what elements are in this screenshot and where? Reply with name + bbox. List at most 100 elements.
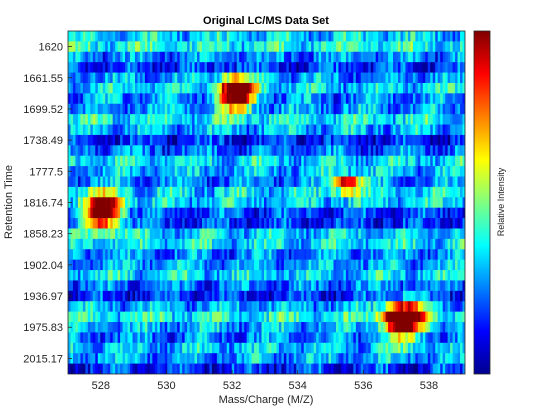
heatmap-cell (75, 124, 79, 136)
heatmap-cell (204, 114, 208, 126)
heatmap-cell (368, 166, 372, 178)
heatmap-cell (80, 114, 84, 126)
heatmap-cell (395, 186, 399, 198)
heatmap-cell (412, 342, 416, 354)
heatmap-cell (137, 31, 141, 42)
heatmap-cell (206, 82, 211, 94)
heatmap-cell (415, 62, 419, 74)
heatmap-cell (241, 290, 245, 302)
heatmap-cell (407, 290, 412, 302)
heatmap-cell (162, 228, 166, 240)
heatmap-cell (442, 93, 446, 105)
heatmap-cell (239, 332, 243, 344)
heatmap-cell (303, 114, 307, 126)
heatmap-cell (115, 249, 119, 261)
heatmap-cell (321, 41, 325, 53)
heatmap-cell (149, 290, 153, 302)
heatmap-cell (90, 207, 94, 219)
heatmap-cell (316, 270, 320, 282)
heatmap-cell (95, 114, 99, 126)
heatmap-cell (211, 259, 215, 271)
heatmap-cell (343, 51, 347, 63)
heatmap-cell (174, 82, 178, 94)
heatmap-cell (353, 145, 357, 157)
heatmap-cell (80, 290, 84, 302)
heatmap-cell (417, 311, 421, 323)
heatmap-cell (201, 82, 206, 94)
heatmap-cell (318, 218, 322, 230)
heatmap-cell (460, 249, 464, 261)
heatmap-cell (249, 322, 253, 334)
heatmap-cell (370, 218, 374, 230)
heatmap-cell (139, 197, 144, 209)
heatmap-cell (298, 270, 302, 282)
heatmap-cell (316, 322, 320, 334)
heatmap-cell (152, 218, 156, 230)
heatmap-cell (134, 72, 139, 84)
heatmap-cell (206, 166, 211, 178)
heatmap-cell (134, 259, 139, 271)
heatmap-cell (105, 218, 109, 230)
heatmap-cell (117, 322, 121, 334)
heatmap-cell (358, 207, 362, 219)
heatmap-cell (266, 155, 270, 167)
heatmap-cell (209, 207, 213, 219)
heatmap-cell (219, 145, 223, 157)
heatmap-cell (127, 72, 131, 84)
heatmap-cell (249, 249, 253, 261)
heatmap-cell (197, 280, 201, 292)
heatmap-cell (261, 176, 265, 188)
heatmap-cell (254, 93, 258, 105)
heatmap-cell (77, 270, 81, 282)
heatmap-cell (398, 270, 402, 282)
heatmap-cell (422, 31, 426, 42)
heatmap-cell (390, 311, 394, 323)
heatmap-cell (219, 114, 223, 126)
heatmap-cell (291, 31, 295, 42)
heatmap-cell (398, 176, 402, 188)
heatmap-cell (130, 155, 134, 167)
heatmap-cell (130, 134, 134, 146)
heatmap-cell (197, 218, 201, 230)
heatmap-cell (201, 280, 206, 292)
heatmap-cell (254, 134, 258, 146)
heatmap-cell (350, 301, 354, 313)
heatmap-cell (293, 103, 297, 115)
heatmap-cell (189, 145, 193, 157)
heatmap-cell (189, 166, 193, 178)
heatmap-cell (226, 134, 230, 146)
heatmap-cell (199, 62, 203, 74)
heatmap-cell (194, 249, 198, 261)
heatmap-cell (340, 166, 345, 178)
heatmap-cell (268, 41, 273, 53)
heatmap-cell (350, 41, 354, 53)
heatmap-cell (120, 249, 124, 261)
heatmap-cell (417, 145, 421, 157)
heatmap-cell (85, 249, 89, 261)
heatmap-cell (201, 51, 206, 63)
heatmap-cell (199, 155, 203, 167)
heatmap-cell (331, 124, 335, 136)
heatmap-cell (370, 72, 374, 84)
heatmap-cell (229, 218, 233, 230)
heatmap-cell (442, 259, 446, 271)
heatmap-cell (383, 218, 387, 230)
heatmap-cell (77, 301, 81, 313)
heatmap-cell (184, 259, 188, 271)
heatmap-cell (179, 82, 183, 94)
heatmap-cell (167, 332, 171, 344)
heatmap-cell (412, 238, 416, 250)
heatmap-cell (107, 51, 111, 63)
heatmap-cell (214, 218, 218, 230)
heatmap-cell (417, 41, 421, 53)
heatmap-cell (318, 270, 322, 282)
heatmap-cell (197, 82, 201, 94)
heatmap-cell (95, 41, 99, 53)
heatmap-cell (251, 342, 255, 354)
heatmap-cell (370, 145, 374, 157)
heatmap-cell (197, 249, 201, 261)
heatmap-cell (273, 249, 278, 261)
heatmap-cell (283, 186, 287, 198)
heatmap-cell (338, 207, 342, 219)
heatmap-cell (256, 311, 260, 323)
